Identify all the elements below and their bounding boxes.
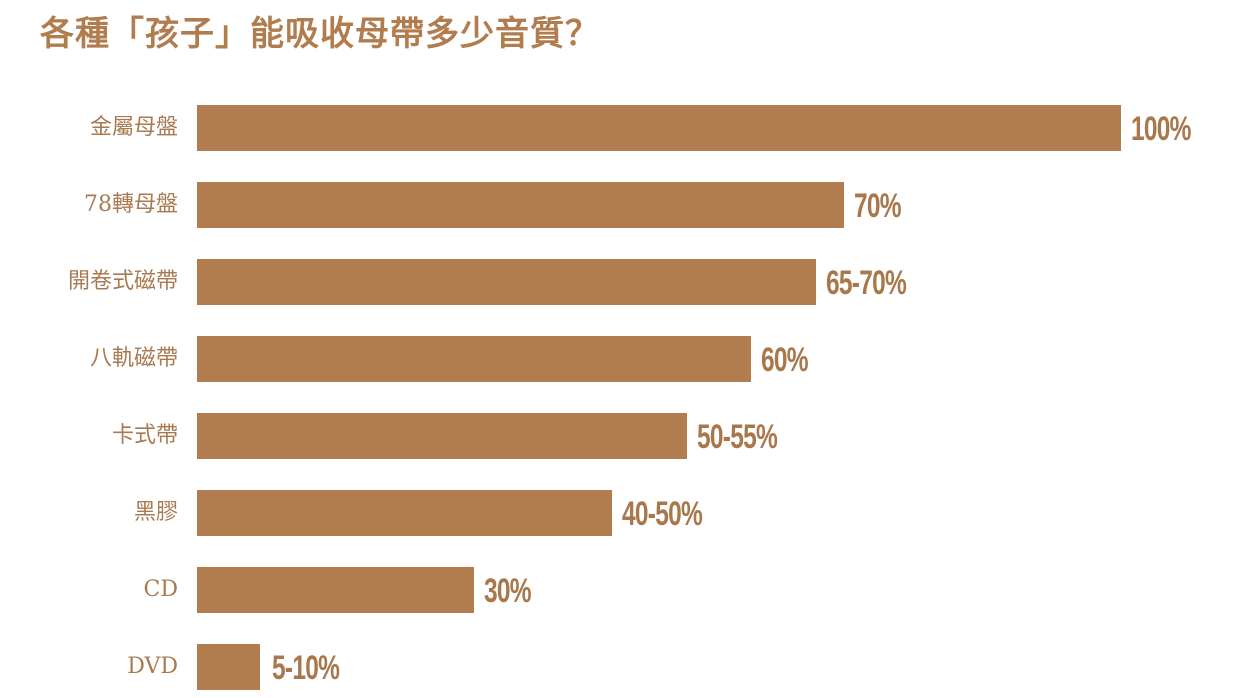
bar — [197, 413, 687, 459]
bar — [197, 567, 474, 613]
bar-row: 黑膠 40-50% — [0, 490, 1242, 536]
bar-row: 開卷式磁帶 65-70% — [0, 259, 1242, 305]
category-label: 78轉母盤 — [84, 192, 178, 217]
bar-row: CD 30% — [0, 567, 1242, 613]
value-label: 60% — [761, 341, 809, 379]
bar — [197, 105, 1121, 151]
category-label: CD — [143, 577, 178, 602]
category-label: 開卷式磁帶 — [67, 269, 178, 294]
bar — [197, 336, 751, 382]
value-label: 70% — [854, 187, 902, 225]
bar-row: 八軌磁帶 60% — [0, 336, 1242, 382]
value-label: 100% — [1131, 110, 1191, 148]
bar-row: 卡式帶 50-55% — [0, 413, 1242, 459]
category-label: 金屬母盤 — [89, 115, 178, 140]
bar — [197, 259, 816, 305]
bar-row: 78轉母盤 70% — [0, 182, 1242, 228]
bar — [197, 644, 260, 690]
value-label: 5-10% — [272, 649, 340, 687]
category-label: 黑膠 — [133, 500, 178, 525]
bar-row: 金屬母盤 100% — [0, 105, 1242, 151]
bar-row: DVD 5-10% — [0, 644, 1242, 690]
category-label: 卡式帶 — [111, 423, 178, 448]
bar — [197, 182, 844, 228]
bar — [197, 490, 612, 536]
value-label: 40-50% — [622, 495, 703, 533]
value-label: 50-55% — [697, 418, 778, 456]
category-label: DVD — [127, 654, 178, 679]
value-label: 30% — [484, 572, 532, 610]
chart-title: 各種「孩子」能吸收母帶多少音質？ — [40, 14, 600, 54]
value-label: 65-70% — [826, 264, 907, 302]
category-label: 八軌磁帶 — [89, 346, 178, 371]
